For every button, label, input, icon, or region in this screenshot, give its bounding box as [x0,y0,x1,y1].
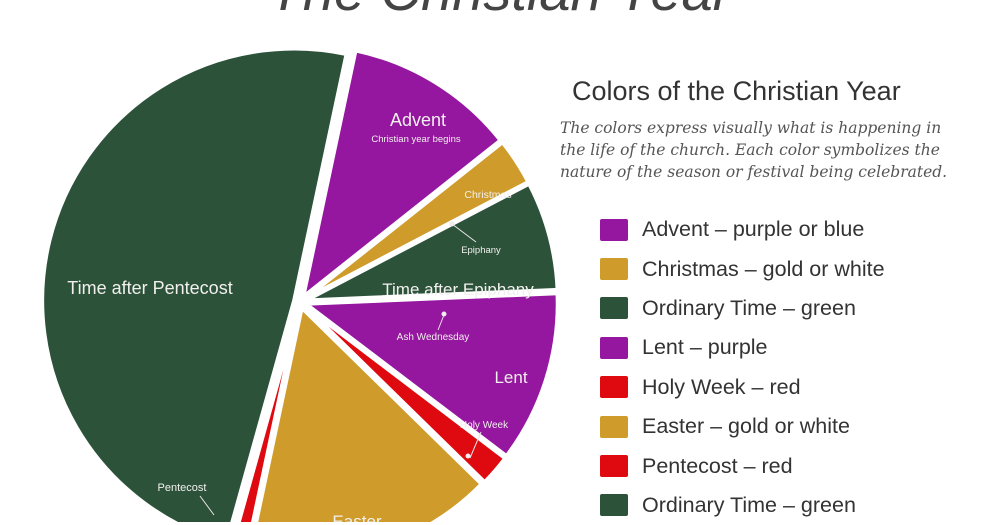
ash-wednesday-leader [437,314,445,331]
pentecost-leader [199,495,215,516]
slice-holy-week [302,303,508,485]
epiphany-leader [451,223,477,243]
legend-title: Colors of the Christian Year [572,76,901,106]
slice-easter [254,305,484,522]
ash-wednesday-marker [441,311,447,317]
swatch-icon [600,336,628,359]
label-holy-week: Holy Week [460,420,509,431]
legend-item-lent: Lent – purple [600,328,885,367]
legend-item-ordinary-time-1: Ordinary Time – green [600,289,885,328]
label-epiphany: Epiphany [461,245,501,256]
legend: Advent – purple or blue Christmas – gold… [600,210,885,525]
main-title: The Christian Year [0,0,1000,23]
label-easter: Easter [332,512,381,522]
swatch-icon [600,415,628,438]
holy-week-marker [465,453,471,459]
pie-chart: Advent Christian year begins Christmas E… [40,46,560,522]
legend-item-easter: Easter – gold or white [600,407,885,446]
holy-week-leader [469,431,482,459]
label-time-after-pentecost: Time after Pentecost [67,278,232,298]
label-advent: Advent [390,110,446,130]
legend-item-pentecost: Pentecost – red [600,446,885,485]
slice-advent [301,48,503,299]
slice-lent [303,291,560,459]
swatch-icon [600,218,628,241]
legend-item-ordinary-time-2: Ordinary Time – green [600,486,885,525]
label-lent: Lent [494,368,527,387]
epiphany-marker [449,221,455,227]
legend-subtitle: The colors express visually what is happ… [560,119,948,181]
label-pentecost: Pentecost [158,482,207,494]
label-christmas: Christmas [464,189,511,201]
swatch-icon [600,297,628,320]
swatch-icon [600,494,628,517]
label-ash-wednesday: Ash Wednesday [397,332,470,343]
label-advent-sub: Christian year begins [371,134,460,145]
slice-pentecost [236,305,301,522]
legend-item-advent: Advent – purple or blue [600,210,885,249]
label-time-after-epiphany: Time after Epiphany [382,280,534,299]
swatch-icon [600,258,628,281]
swatch-icon [600,455,628,478]
legend-item-holy-week: Holy Week – red [600,368,885,407]
swatch-icon [600,376,628,399]
legend-item-christmas: Christmas – gold or white [600,249,885,288]
slice-time-after-pentecost [40,46,349,522]
slice-time-after-epiphany [303,181,560,303]
